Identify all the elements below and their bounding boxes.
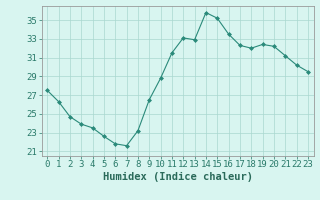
X-axis label: Humidex (Indice chaleur): Humidex (Indice chaleur) (103, 172, 252, 182)
